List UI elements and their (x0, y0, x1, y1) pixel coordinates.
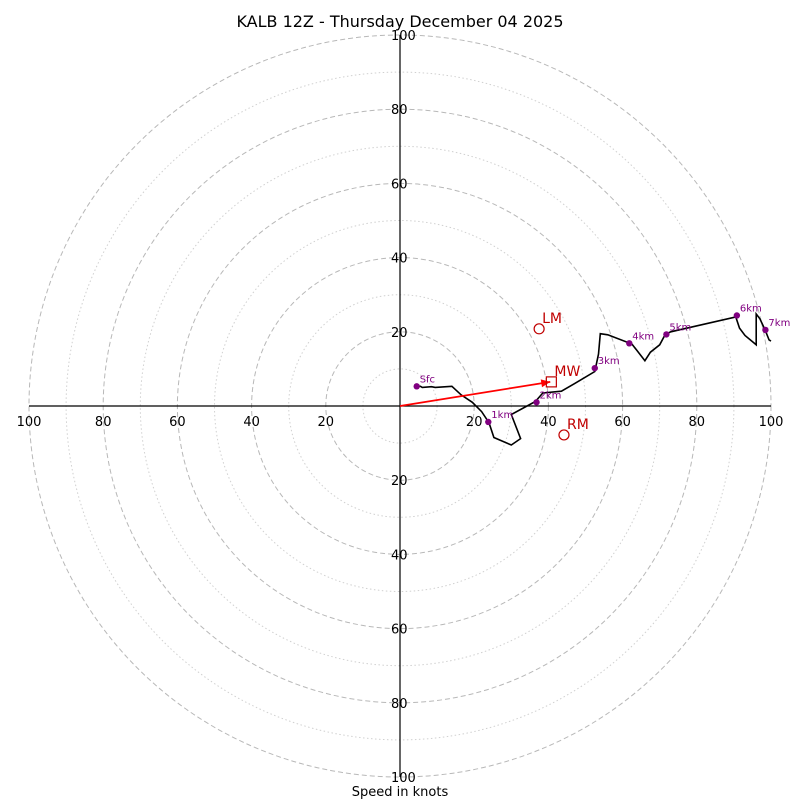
height-label-4km: 4km (632, 331, 654, 342)
y-tick-label: 40 (391, 252, 408, 267)
mean-wind-arrowhead (540, 379, 551, 388)
y-tick-label: 60 (391, 177, 408, 192)
x-tick-label: 40 (243, 415, 260, 430)
height-label-6km: 6km (740, 303, 762, 314)
storm-motion-LM (533, 323, 545, 335)
hodograph-series: Sfc 1km 2km 3km 4km 5km 6km 7km (413, 303, 790, 446)
height-marker-5km (663, 331, 670, 338)
hodograph-line (416, 311, 772, 446)
x-tick-label: 100 (759, 415, 784, 430)
height-marker-4km (626, 340, 633, 347)
storm-motion-label-MW: MW (554, 364, 580, 380)
height-marker-2km (533, 399, 540, 406)
y-tick-label: 100 (391, 771, 416, 786)
storm-motion-label-LM: LM (542, 311, 562, 327)
storm-motion-label-RM: RM (567, 417, 589, 433)
tick-labels: 100 100 80 80 60 60 40 40 20 20 20 20 40 40 60 60 80 80 10… (17, 29, 784, 786)
height-label-Sfc: Sfc (420, 374, 435, 385)
y-tick-label: 20 (391, 474, 408, 489)
y-tick-label: 100 (391, 29, 416, 44)
height-marker-7km (762, 326, 769, 334)
storm-motion-MW (545, 376, 557, 388)
y-tick-label: 40 (391, 548, 408, 563)
x-tick-label: 20 (318, 415, 335, 430)
x-tick-label: 40 (540, 415, 557, 430)
height-marker-3km (591, 364, 598, 372)
height-label-5km: 5km (669, 322, 691, 333)
height-marker-1km (485, 418, 492, 426)
height-label-7km: 7km (768, 318, 790, 329)
storm-motion-RM (558, 429, 570, 441)
height-label-1km: 1km (491, 410, 513, 421)
storm-motion-markers: LM MW RM (399, 311, 589, 441)
x-tick-label: 80 (95, 415, 112, 430)
height-label-2km: 2km (540, 390, 562, 401)
x-tick-label: 60 (614, 415, 631, 430)
y-tick-label: 80 (391, 697, 408, 712)
chart-title: KALB 12Z - Thursday December 04 2025 (236, 12, 563, 31)
x-tick-label: 60 (169, 415, 186, 430)
mean-wind-vector (399, 381, 551, 407)
y-tick-label: 60 (391, 623, 408, 638)
y-tick-label: 80 (391, 103, 408, 118)
x-tick-label: 20 (466, 415, 483, 430)
height-label-3km: 3km (598, 356, 620, 367)
y-tick-label: 20 (391, 326, 408, 341)
x-axis-label: Speed in knots (352, 785, 449, 800)
height-marker-Sfc (413, 383, 420, 390)
height-marker-6km (733, 312, 741, 319)
x-tick-label: 80 (689, 415, 706, 430)
x-tick-label: 100 (17, 415, 42, 430)
